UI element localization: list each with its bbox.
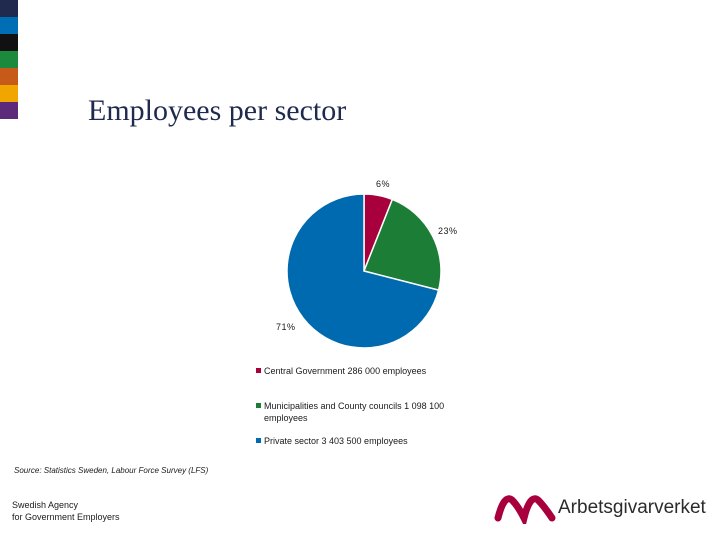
legend-label: Central Government 286 000 employees [264,366,427,376]
legend-item: Central Government 286 000 employees [256,365,484,377]
strip-block [0,0,18,17]
strip-block [0,17,18,34]
slide-title: Employees per sector [88,94,347,127]
strip-block [0,34,18,51]
color-strip [0,0,18,119]
legend-swatch [256,403,261,408]
org-name-line: for Government Employers [12,512,120,522]
strip-block [0,85,18,102]
slice-data-label: 6% [376,179,391,189]
logo-mark-icon [494,495,556,524]
source-note: Source: Statistics Sweden, Labour Force … [14,466,209,475]
legend-label: Private sector 3 403 500 employees [264,436,408,446]
strip-block [0,68,18,85]
strip-block [0,102,18,119]
legend-swatch [256,368,261,373]
legend-item: Private sector 3 403 500 employees [256,435,484,447]
arbetsgivarverket-logo: Arbetsgivarverket [494,488,714,528]
org-name-line: Swedish Agency [12,500,79,510]
legend-swatch [256,438,261,443]
slice-data-label: 23% [438,226,458,236]
slice-data-label: 71% [276,322,296,332]
pie-slice [286,193,440,349]
logo-text: Arbetsgivarverket [558,497,706,518]
legend-item: Municipalities and County councils 1 098… [256,400,484,424]
strip-block [0,51,18,68]
pie-slice [362,198,442,292]
legend-label: Municipalities and County councils 1 098… [264,401,445,423]
organization-name: Swedish Agency for Government Employers [12,499,120,523]
